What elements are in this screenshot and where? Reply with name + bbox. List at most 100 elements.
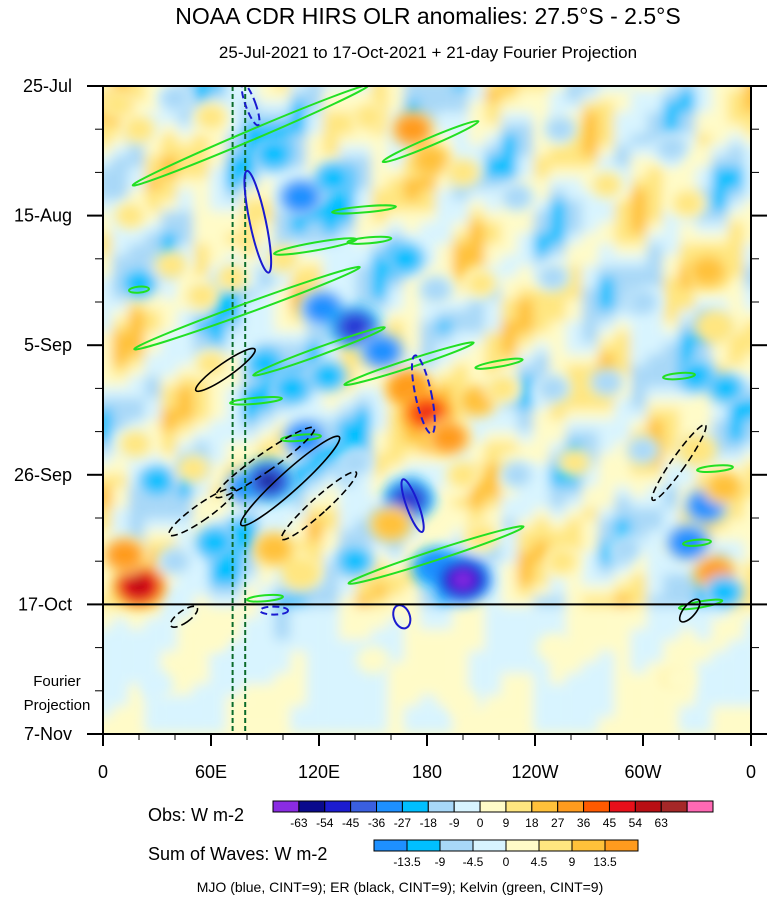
anomaly-cell (744, 706, 751, 722)
anomaly-cell (103, 717, 112, 733)
anomaly-blob (218, 265, 247, 290)
anomaly-cell (744, 134, 751, 150)
waves-colorbar-tick-label: -13.5 (393, 855, 421, 869)
mjo-contour (240, 86, 261, 127)
er-contour (214, 426, 316, 499)
anomaly-cell (103, 189, 112, 205)
anomaly-cell (103, 453, 112, 469)
anomaly-blob (123, 116, 155, 142)
anomaly-cell (744, 453, 751, 469)
anomaly-cell (103, 233, 112, 249)
anomaly-cell (103, 376, 112, 392)
anomaly-cell (103, 563, 112, 579)
anomaly-blob (665, 667, 693, 690)
anomaly-cell (103, 266, 112, 282)
anomaly-cell (744, 574, 751, 590)
obs-colorbar-tick-label: 45 (603, 816, 617, 830)
anomaly-blob (312, 362, 344, 390)
waves-colorbar-box (373, 839, 408, 852)
kelvin-contour (347, 525, 525, 585)
anomaly-blob (430, 422, 468, 454)
anomaly-cell (160, 717, 177, 733)
anomaly-cell (103, 673, 112, 689)
chart-subtitle: 25-Jul-2021 to 17-Oct-2021 + 21-day Four… (219, 43, 637, 62)
er-contour (169, 605, 199, 628)
anomaly-cell (744, 442, 751, 458)
anomaly-cell (103, 310, 112, 326)
anomaly-cell (103, 442, 112, 458)
obs-colorbar-box (660, 800, 688, 813)
anomaly-blob-core (129, 577, 149, 595)
y-tick-label: 26-Sep (14, 465, 72, 485)
obs-colorbar-tick-label: 36 (577, 816, 591, 830)
anomaly-blob (275, 374, 309, 403)
anomaly-blob (707, 578, 741, 606)
anomaly-cell (598, 717, 615, 733)
anomaly-blob (560, 450, 589, 475)
anomaly-blob (546, 117, 575, 141)
anomaly-cell (355, 717, 372, 733)
anomaly-cell (679, 717, 696, 733)
anomaly-cell (744, 563, 751, 579)
anomaly-cell (258, 717, 274, 733)
waves-colorbar-box (604, 839, 639, 852)
anomaly-blob (690, 256, 726, 286)
anomaly-blob (707, 473, 741, 502)
anomaly-cell (436, 717, 453, 733)
kelvin-contour (229, 395, 283, 406)
y-tick-label: 17-Oct (18, 594, 72, 614)
er-contour (651, 423, 707, 502)
anomaly-cell (103, 629, 112, 645)
obs-colorbar-box (583, 800, 610, 813)
anomaly-cell (744, 189, 751, 205)
obs-colorbar-label: Obs: W m-2 (148, 805, 244, 825)
anomaly-cell (103, 409, 112, 425)
anomaly-blob (186, 283, 218, 309)
kelvin-contour (381, 119, 480, 164)
anomaly-blob (359, 648, 387, 672)
anomaly-cell (177, 717, 193, 733)
anomaly-cell (533, 717, 550, 733)
anomaly-blob (339, 449, 371, 475)
anomaly-cell (103, 508, 112, 524)
anomaly-cell (103, 222, 112, 238)
anomaly-blob (197, 528, 232, 558)
anomaly-cell (744, 299, 751, 315)
anomaly-cell (517, 717, 534, 733)
anomaly-blob (103, 91, 133, 118)
anomaly-blob (610, 537, 640, 561)
anomaly-blob (449, 692, 477, 715)
anomaly-cell (744, 266, 751, 282)
obs-colorbar: Obs: W m-2 -63 -54 -45 -36 -27 -18 -9 0 9 18 27 36 4… (148, 800, 714, 830)
anomaly-cell (103, 519, 112, 535)
anomaly-cell (103, 398, 112, 414)
obs-colorbar-tick-label: -9 (449, 816, 460, 830)
anomaly-cell (225, 717, 242, 733)
anomaly-blob (178, 456, 208, 481)
anomaly-cell (744, 673, 751, 689)
x-tick-label: 120E (298, 762, 340, 782)
anomaly-cell (744, 486, 751, 502)
obs-colorbar-box (298, 800, 326, 813)
anomaly-cell (744, 90, 751, 106)
anomaly-cell (744, 145, 751, 161)
anomaly-cell (744, 519, 751, 535)
anomaly-cell (744, 376, 751, 392)
anomaly-cell (103, 167, 112, 183)
kelvin-contour (131, 86, 370, 187)
anomaly-cell (103, 354, 112, 370)
obs-colorbar-tick-label: 27 (551, 816, 565, 830)
chart-title: NOAA CDR HIRS OLR anomalies: 27.5°S - 2.… (175, 3, 680, 29)
waves-colorbar-label: Sum of Waves: W m-2 (148, 844, 327, 864)
obs-colorbar-tick-label: -63 (290, 816, 308, 830)
waves-colorbar-box (439, 839, 474, 852)
anomaly-cell (744, 244, 751, 260)
anomaly-cell (103, 607, 112, 623)
anomaly-cell (744, 332, 751, 348)
obs-colorbar-box (350, 800, 378, 813)
obs-colorbar-tick-label: -54 (316, 816, 334, 830)
anomaly-blob (388, 244, 423, 273)
wave-legend-footer: MJO (blue, CINT=9); ER (black, CINT=9); … (197, 879, 604, 895)
anomaly-cell (103, 321, 112, 337)
obs-colorbar-tick-label: -27 (394, 816, 412, 830)
